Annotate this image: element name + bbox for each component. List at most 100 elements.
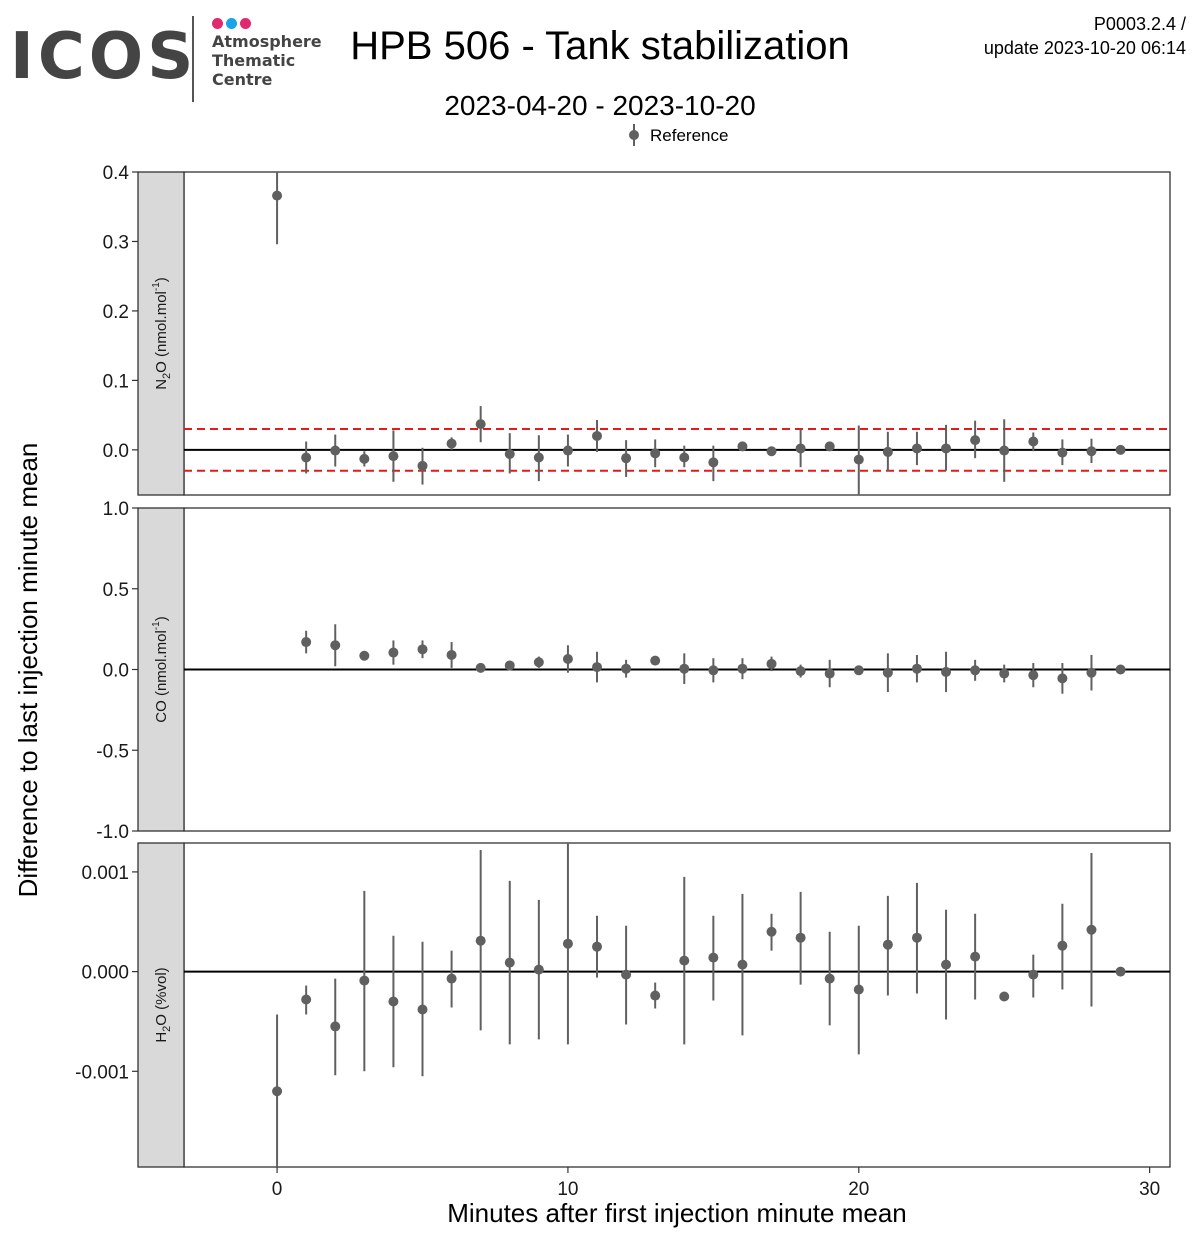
y-tick-label: -0.5 — [96, 741, 129, 762]
strip-label: CO (nmol.mol-1) — [151, 616, 170, 722]
data-point — [679, 452, 690, 463]
panel-1: N2O (nmol.mol-1) 0.0 0.1 0.2 0.3 0.4 — [103, 163, 1171, 496]
data-point — [941, 959, 952, 970]
data-point — [650, 990, 661, 1001]
legend-key-point — [629, 130, 639, 140]
data-point — [301, 994, 312, 1005]
data-point — [533, 452, 544, 463]
chart-title: HPB 506 - Tank stabilization — [350, 24, 850, 68]
data-point — [911, 443, 922, 454]
data-point — [592, 941, 603, 952]
strip-label: H2O (%vol) — [153, 967, 173, 1042]
data-point — [824, 973, 835, 984]
legend: Reference — [629, 124, 728, 146]
x-tick-label: 20 — [848, 1179, 869, 1200]
data-point — [970, 435, 981, 446]
data-point — [504, 449, 515, 460]
data-point — [272, 190, 283, 201]
x-axis-label: Minutes after first injection minute mea… — [447, 1198, 907, 1228]
data-point — [650, 448, 661, 459]
update-label: update 2023-10-20 06:14 — [983, 38, 1186, 58]
data-point — [941, 443, 952, 454]
data-point — [533, 964, 544, 975]
logo-dot-2 — [226, 18, 237, 29]
data-point — [708, 457, 719, 468]
data-point — [592, 430, 603, 441]
y-tick-label: 0.0 — [103, 661, 129, 682]
logo-dot-3 — [240, 18, 251, 29]
data-point — [475, 662, 486, 673]
data-point — [504, 957, 515, 968]
panel-3: H2O (%vol) -0.001 0.000 0.001 — [75, 842, 1171, 1168]
logo-subtitle: Atmosphere Thematic Centre — [212, 32, 322, 89]
data-point — [882, 939, 893, 950]
logo-dots — [212, 16, 254, 34]
data-point — [795, 666, 806, 677]
data-point — [1028, 969, 1039, 980]
data-point — [824, 441, 835, 452]
legend-label: Reference — [650, 126, 728, 145]
data-point — [272, 1086, 283, 1097]
data-point — [1057, 447, 1068, 458]
data-point — [1115, 444, 1126, 455]
version-info: P0003.2.4 / update 2023-10-20 06:14 — [984, 12, 1186, 60]
data-point — [1086, 924, 1097, 935]
strip-label: N2O (nmol.mol-1) — [151, 277, 173, 390]
data-point — [1028, 670, 1039, 681]
data-point — [621, 663, 632, 674]
data-point — [446, 438, 457, 449]
data-point — [388, 647, 399, 658]
data-point — [446, 649, 457, 660]
data-point — [766, 446, 777, 457]
data-point — [621, 453, 632, 464]
logo-line-2: Thematic — [212, 51, 296, 70]
data-point — [1115, 966, 1126, 977]
y-tick-label: 0.3 — [103, 232, 129, 253]
y-tick-label: 0.0 — [103, 441, 129, 462]
data-point — [650, 655, 661, 666]
panel-frame — [183, 171, 1171, 496]
data-point — [737, 663, 748, 674]
panel-2: CO (nmol.mol-1) -1.0 -0.5 0.0 0.5 1.0 — [96, 499, 1171, 843]
data-point — [737, 959, 748, 970]
data-point — [533, 657, 544, 668]
data-point — [330, 1021, 341, 1032]
y-tick-label: -1.0 — [96, 822, 129, 843]
data-point — [853, 454, 864, 465]
data-point — [882, 446, 893, 457]
data-point — [388, 996, 399, 1007]
data-point — [1086, 446, 1097, 457]
data-point — [359, 453, 370, 464]
panel-strip — [137, 842, 185, 1168]
data-point — [708, 665, 719, 676]
data-point — [301, 452, 312, 463]
data-point — [999, 445, 1010, 456]
data-point — [737, 441, 748, 452]
data-point — [911, 663, 922, 674]
data-point — [853, 984, 864, 995]
data-point — [795, 443, 806, 454]
y-tick-label: -0.001 — [75, 1062, 129, 1083]
data-point — [592, 662, 603, 673]
icos-logo: ICOS — [10, 20, 198, 94]
data-point — [970, 951, 981, 962]
data-point — [999, 991, 1010, 1002]
data-point — [679, 955, 690, 966]
data-point — [417, 1004, 428, 1015]
logo-line-3: Centre — [212, 70, 273, 89]
data-point — [911, 932, 922, 943]
data-point — [417, 644, 428, 655]
logo-line-1: Atmosphere — [212, 32, 322, 51]
panels: N2O (nmol.mol-1) 0.0 0.1 0.2 0.3 0.4 CO (nmol.… — [75, 163, 1171, 1168]
data-point — [562, 445, 573, 456]
panel-strip — [137, 507, 185, 832]
x-tick-label: 10 — [557, 1179, 578, 1200]
x-tick-label: 30 — [1139, 1179, 1160, 1200]
x-tick-label: 0 — [272, 1179, 283, 1200]
data-point — [1057, 673, 1068, 684]
data-point — [359, 650, 370, 661]
data-point — [301, 637, 312, 648]
data-point — [970, 665, 981, 676]
